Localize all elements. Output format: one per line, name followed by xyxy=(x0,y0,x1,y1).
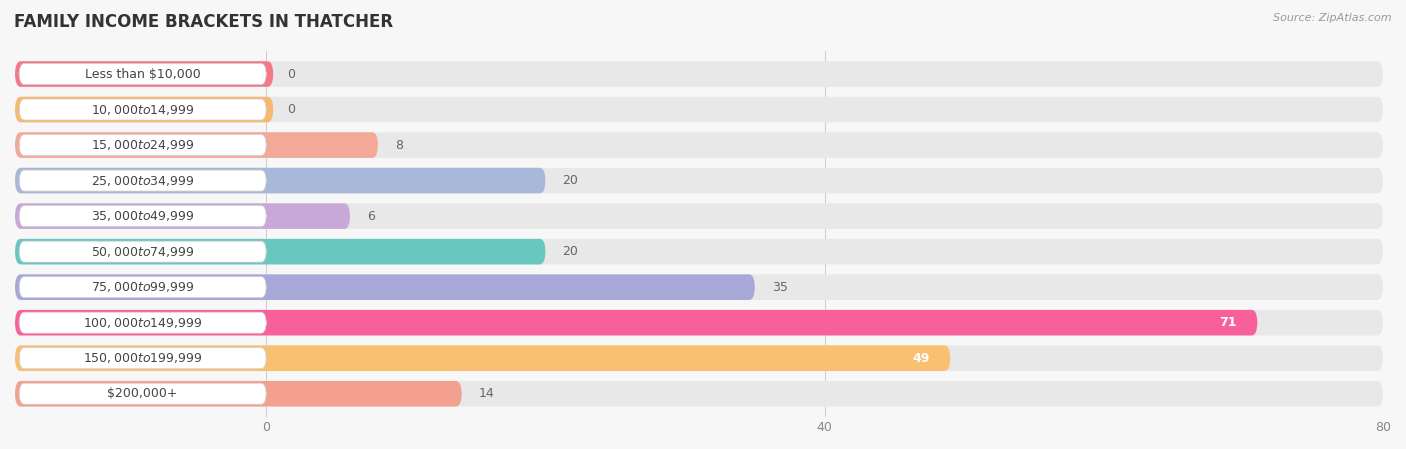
Text: 6: 6 xyxy=(367,210,374,223)
Text: 49: 49 xyxy=(912,352,929,365)
Text: $15,000 to $24,999: $15,000 to $24,999 xyxy=(91,138,194,152)
FancyBboxPatch shape xyxy=(20,206,266,227)
FancyBboxPatch shape xyxy=(20,63,266,84)
FancyBboxPatch shape xyxy=(15,61,1384,87)
Text: 20: 20 xyxy=(562,245,578,258)
FancyBboxPatch shape xyxy=(20,348,266,369)
FancyBboxPatch shape xyxy=(15,203,350,229)
FancyBboxPatch shape xyxy=(20,99,266,120)
FancyBboxPatch shape xyxy=(15,132,378,158)
FancyBboxPatch shape xyxy=(15,274,755,300)
Text: $150,000 to $199,999: $150,000 to $199,999 xyxy=(83,351,202,365)
FancyBboxPatch shape xyxy=(15,381,461,406)
FancyBboxPatch shape xyxy=(15,97,273,122)
FancyBboxPatch shape xyxy=(20,383,266,404)
Text: 35: 35 xyxy=(772,281,787,294)
FancyBboxPatch shape xyxy=(15,203,1384,229)
Text: 0: 0 xyxy=(287,67,295,80)
FancyBboxPatch shape xyxy=(15,345,1384,371)
FancyBboxPatch shape xyxy=(20,241,266,262)
FancyBboxPatch shape xyxy=(15,345,950,371)
FancyBboxPatch shape xyxy=(20,135,266,155)
FancyBboxPatch shape xyxy=(15,310,1257,335)
Text: $35,000 to $49,999: $35,000 to $49,999 xyxy=(91,209,194,223)
FancyBboxPatch shape xyxy=(20,312,266,333)
FancyBboxPatch shape xyxy=(15,381,1384,406)
FancyBboxPatch shape xyxy=(15,274,1384,300)
FancyBboxPatch shape xyxy=(15,168,546,194)
Text: $75,000 to $99,999: $75,000 to $99,999 xyxy=(91,280,194,294)
Text: Less than $10,000: Less than $10,000 xyxy=(84,67,201,80)
FancyBboxPatch shape xyxy=(15,168,1384,194)
Text: 20: 20 xyxy=(562,174,578,187)
FancyBboxPatch shape xyxy=(20,277,266,298)
Text: Source: ZipAtlas.com: Source: ZipAtlas.com xyxy=(1274,13,1392,23)
Text: $200,000+: $200,000+ xyxy=(107,387,179,400)
Text: FAMILY INCOME BRACKETS IN THATCHER: FAMILY INCOME BRACKETS IN THATCHER xyxy=(14,13,394,31)
Text: $25,000 to $34,999: $25,000 to $34,999 xyxy=(91,174,194,188)
FancyBboxPatch shape xyxy=(15,132,1384,158)
Text: 0: 0 xyxy=(287,103,295,116)
FancyBboxPatch shape xyxy=(15,97,1384,122)
Text: 14: 14 xyxy=(478,387,494,400)
FancyBboxPatch shape xyxy=(15,310,1384,335)
Text: $50,000 to $74,999: $50,000 to $74,999 xyxy=(91,245,194,259)
Text: 8: 8 xyxy=(395,139,402,152)
FancyBboxPatch shape xyxy=(15,239,546,264)
Text: $100,000 to $149,999: $100,000 to $149,999 xyxy=(83,316,202,330)
FancyBboxPatch shape xyxy=(20,170,266,191)
Text: $10,000 to $14,999: $10,000 to $14,999 xyxy=(91,102,194,117)
FancyBboxPatch shape xyxy=(15,239,1384,264)
FancyBboxPatch shape xyxy=(15,61,273,87)
Text: 71: 71 xyxy=(1219,316,1236,329)
